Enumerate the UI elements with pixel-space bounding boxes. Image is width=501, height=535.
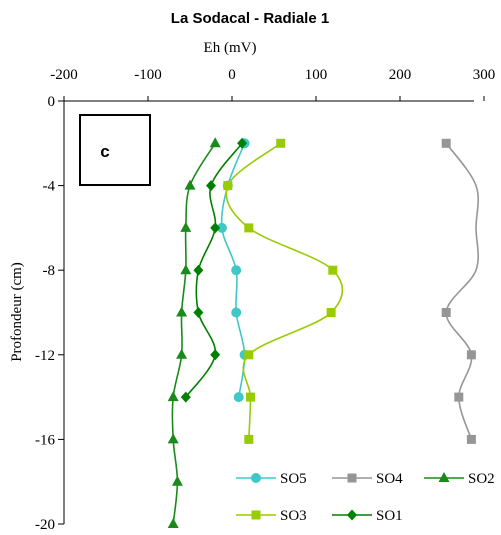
data-point-so2 (180, 264, 192, 275)
data-point-so1 (237, 137, 248, 149)
x-tick-label: -200 (50, 67, 78, 83)
data-point-so2 (180, 221, 192, 232)
legend-item-so4: SO4 (332, 471, 403, 487)
legend: SO5 SO4 SO2 SO3 SO1 (236, 471, 495, 524)
series-line-so3 (225, 142, 344, 440)
data-point-so3 (244, 434, 254, 444)
legend-label: SO2 (468, 471, 495, 487)
data-point-so4 (441, 308, 451, 317)
series-so3 (223, 138, 344, 444)
data-point-so2 (167, 518, 179, 528)
data-point-so1 (210, 349, 221, 361)
y-axis: 0 -4 -8 -12 -16 -20 (35, 94, 65, 533)
data-point-so1 (193, 264, 204, 276)
data-point-so2 (176, 348, 188, 359)
data-point-so3 (245, 392, 255, 402)
legend-item-so2: SO2 (424, 471, 495, 487)
data-point-so3 (244, 223, 254, 233)
data-point-so3 (328, 265, 338, 275)
series-so4 (441, 138, 479, 444)
data-point-so4 (441, 138, 451, 148)
data-point-so4 (466, 350, 476, 360)
data-point-so2 (171, 475, 183, 486)
x-ticks: -200 -100 0 100 200 300 (50, 67, 495, 101)
y-tick-label: -20 (35, 517, 55, 533)
x-axis: -200 -100 0 100 200 300 (50, 67, 495, 102)
series-so1 (180, 137, 248, 403)
data-point-so3 (244, 350, 254, 360)
data-point-so1 (206, 180, 216, 192)
series-layer (167, 137, 479, 528)
legend-swatch-marker (251, 510, 261, 520)
legend-label: SO5 (280, 471, 307, 487)
data-point-so1 (210, 222, 221, 234)
series-line-so2 (171, 142, 216, 525)
data-point-so1 (180, 391, 191, 403)
y-axis-label: Profondeur (cm) (9, 262, 25, 362)
x-tick-label: 0 (228, 67, 236, 83)
y-tick-label: -12 (35, 348, 55, 364)
data-point-so4 (466, 434, 476, 444)
data-point-so2 (184, 179, 196, 190)
legend-swatch-marker (438, 472, 450, 482)
legend-swatch-marker (251, 473, 261, 483)
y-ticks: 0 -4 -8 -12 -16 -20 (35, 94, 64, 533)
x-tick-label: -100 (134, 67, 162, 83)
x-tick-label: 200 (389, 67, 412, 83)
y-tick-label: 0 (48, 94, 56, 110)
data-point-so4 (454, 392, 464, 402)
data-point-so3 (276, 138, 286, 148)
data-point-so5 (233, 392, 244, 403)
series-so2 (167, 137, 221, 528)
x-tick-label: 300 (473, 67, 496, 83)
data-point-so2 (176, 306, 188, 317)
chart-title: La Sodacal - Radiale 1 (171, 10, 329, 27)
data-point-so1 (193, 307, 204, 318)
data-point-so5 (231, 307, 242, 318)
legend-swatch-marker (347, 473, 357, 483)
data-point-so3 (326, 308, 336, 317)
data-point-so2 (209, 137, 221, 148)
data-point-so5 (231, 265, 242, 276)
data-point-so3 (223, 181, 233, 191)
y-tick-label: -8 (43, 263, 56, 279)
legend-label: SO1 (376, 508, 403, 524)
legend-label: SO3 (280, 508, 307, 524)
legend-item-so1: SO1 (332, 508, 403, 524)
y-tick-label: -4 (43, 179, 56, 195)
data-point-so2 (167, 391, 179, 402)
legend-label: SO4 (376, 471, 403, 487)
legend-item-so5: SO5 (236, 471, 307, 487)
x-axis-label: Eh (mV) (204, 40, 257, 56)
y-tick-label: -16 (35, 432, 55, 448)
data-point-so2 (167, 433, 179, 444)
legend-item-so3: SO3 (236, 508, 307, 524)
panel-label: c (100, 142, 109, 161)
panel-label-frame (79, 114, 151, 186)
legend-swatch-marker (347, 509, 357, 521)
x-tick-label: 100 (305, 67, 328, 83)
panel-label-box: c (79, 114, 151, 186)
